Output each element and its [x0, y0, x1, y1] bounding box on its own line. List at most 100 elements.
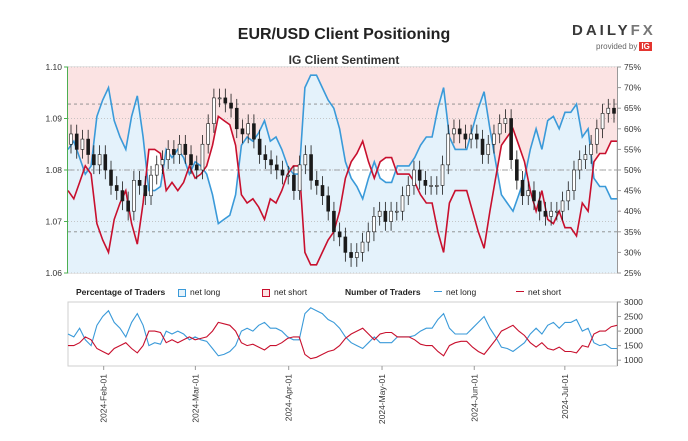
- candle: [137, 171, 142, 195]
- count-tick-label: 1000: [624, 355, 643, 365]
- candle-body: [612, 107, 616, 114]
- count-tick-label: 1500: [624, 341, 643, 351]
- candle: [80, 129, 85, 159]
- candle: [314, 171, 319, 195]
- candle: [320, 176, 325, 206]
- legend-num-long-label: net long: [446, 287, 477, 297]
- candle-body: [349, 252, 353, 258]
- legend-num-short: net short: [516, 287, 561, 297]
- candle-body: [406, 185, 411, 197]
- candle-body: [377, 210, 382, 217]
- candle: [274, 155, 279, 180]
- logo-daily: DAILY: [572, 22, 631, 39]
- candle-body: [314, 180, 319, 186]
- candle-body: [326, 195, 331, 212]
- candle: [229, 93, 233, 118]
- candle-body: [74, 133, 79, 150]
- candle-body: [389, 210, 393, 222]
- ig-brand-icon: IG: [639, 42, 652, 51]
- candle: [354, 243, 359, 267]
- candle: [154, 155, 159, 185]
- candle: [509, 109, 513, 169]
- legend-number-title: Number of Traders: [345, 287, 421, 297]
- candle: [377, 201, 382, 226]
- candle: [406, 176, 411, 206]
- candle: [440, 155, 445, 195]
- candle: [257, 129, 262, 164]
- logo-wordmark: DAILYFX: [572, 22, 656, 39]
- candle-body: [229, 102, 233, 109]
- candle-body: [303, 154, 308, 166]
- candle: [246, 114, 250, 144]
- count-plot-frame: [67, 301, 618, 367]
- candle-body: [246, 123, 250, 135]
- net-long-area: [68, 75, 617, 273]
- right-tick-label: 55%: [624, 144, 641, 154]
- candle-body: [440, 164, 445, 186]
- legend-percentage-title: Percentage of Traders: [76, 287, 166, 297]
- candle-body: [223, 97, 228, 104]
- candle: [566, 181, 571, 211]
- net-long-swatch-icon: [178, 289, 186, 297]
- candle-body: [486, 143, 491, 155]
- logo-provided-by: provided by IG: [596, 42, 652, 51]
- candle: [149, 165, 153, 206]
- candle: [549, 201, 553, 226]
- candle: [503, 109, 508, 133]
- candle: [372, 207, 376, 242]
- candle-body: [194, 164, 199, 171]
- candle-body: [515, 159, 519, 181]
- candle-body: [457, 128, 462, 135]
- candle-body: [600, 113, 605, 130]
- candle-body: [577, 159, 582, 171]
- left-tick-label: 1.09: [45, 114, 62, 124]
- count-tick-label: 3000: [624, 297, 643, 307]
- candle: [194, 155, 199, 180]
- candle-body: [86, 138, 90, 155]
- candle-body: [183, 143, 188, 155]
- candle-body: [526, 190, 531, 197]
- candle-body: [137, 180, 142, 186]
- candle-body: [160, 159, 165, 166]
- candle: [543, 201, 548, 226]
- candle: [212, 88, 216, 133]
- candle-body: [543, 210, 548, 217]
- candle: [172, 140, 176, 164]
- candle-body: [360, 241, 365, 253]
- dailyfx-logo[interactable]: DAILYFX provided by IG: [560, 22, 660, 56]
- candle: [520, 171, 525, 206]
- candle-body: [566, 190, 571, 202]
- candle: [560, 191, 565, 221]
- candle: [600, 104, 605, 139]
- count-tick-label: 2000: [624, 326, 643, 336]
- candle: [349, 243, 353, 267]
- candle-body: [320, 185, 325, 197]
- candle-body: [383, 210, 388, 222]
- candle: [555, 201, 559, 221]
- candle: [435, 176, 439, 195]
- logo-sub-text: provided by: [596, 42, 638, 51]
- candle-body: [217, 97, 222, 100]
- candle: [120, 181, 125, 211]
- candle: [183, 134, 188, 164]
- candle-body: [560, 200, 565, 212]
- candle: [160, 150, 165, 175]
- candle-body: [143, 185, 148, 197]
- candle-body: [532, 190, 536, 202]
- net-short-swatch-icon: [262, 289, 270, 297]
- legend-pct-short: net short: [262, 287, 307, 297]
- left-tick-label: 1.10: [45, 62, 62, 72]
- logo-fx: FX: [630, 22, 656, 39]
- candle-body: [189, 154, 193, 166]
- candle-body: [412, 169, 416, 186]
- net-long-line-icon: [434, 291, 442, 292]
- candle: [234, 98, 239, 139]
- candle: [612, 98, 616, 123]
- candle: [92, 145, 96, 175]
- candle-body: [337, 231, 342, 238]
- right-tick-label: 30%: [624, 247, 641, 257]
- candle-body: [583, 154, 588, 161]
- x-tick-label: 2024-Apr-01: [284, 374, 294, 422]
- candle-body: [343, 236, 348, 253]
- candle-body: [606, 107, 611, 114]
